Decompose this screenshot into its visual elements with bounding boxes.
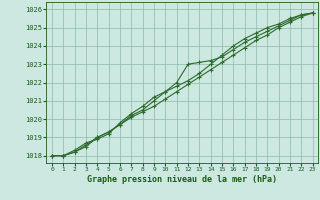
X-axis label: Graphe pression niveau de la mer (hPa): Graphe pression niveau de la mer (hPa) xyxy=(87,175,277,184)
